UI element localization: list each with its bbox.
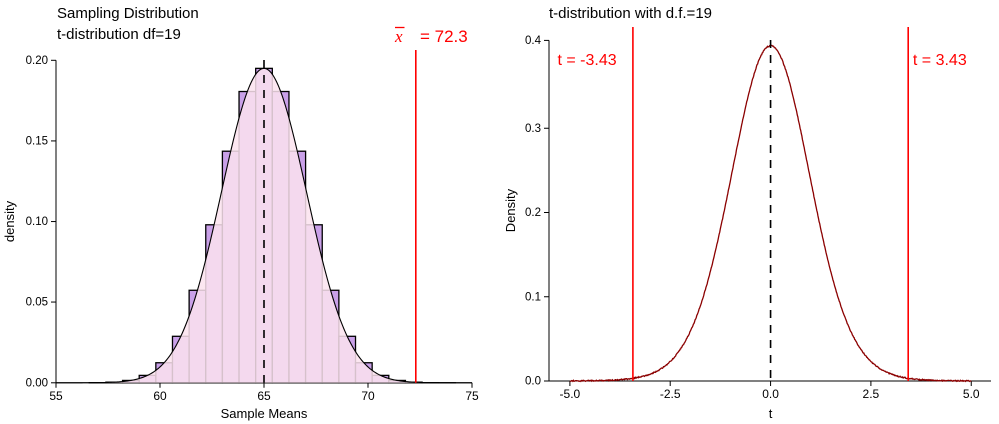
svg-text:75: 75 — [465, 389, 479, 403]
svg-text:65: 65 — [257, 389, 271, 403]
svg-text:55: 55 — [49, 389, 63, 403]
svg-text:Sample Means: Sample Means — [221, 406, 308, 421]
svg-text:0.1: 0.1 — [525, 291, 541, 303]
svg-text:0.4: 0.4 — [525, 35, 542, 47]
svg-text:0.15: 0.15 — [26, 135, 48, 147]
svg-text:t = -3.43: t = -3.43 — [558, 52, 617, 69]
svg-text:-2.5: -2.5 — [660, 387, 681, 401]
svg-text:70: 70 — [361, 389, 375, 403]
svg-text:0.3: 0.3 — [525, 123, 541, 135]
svg-text:0.10: 0.10 — [26, 216, 48, 228]
svg-text:Sampling Distribution: Sampling Distribution — [57, 5, 199, 22]
svg-text:60: 60 — [153, 389, 167, 403]
svg-text:2.5: 2.5 — [863, 387, 880, 401]
svg-text:density: density — [2, 200, 17, 242]
svg-text:5.0: 5.0 — [963, 387, 980, 401]
svg-text:0.00: 0.00 — [26, 377, 48, 389]
svg-text:0.05: 0.05 — [26, 297, 48, 309]
svg-text:-5.0: -5.0 — [560, 387, 581, 401]
svg-text:Density: Density — [503, 188, 518, 232]
svg-text:0.0: 0.0 — [525, 376, 541, 388]
svg-text:t-distribution with d.f.=19: t-distribution with d.f.=19 — [549, 5, 712, 22]
svg-text:t = 3.43: t = 3.43 — [913, 52, 967, 69]
svg-text:x: x — [394, 27, 403, 46]
svg-text:= 72.3: = 72.3 — [420, 27, 468, 46]
svg-text:0.2: 0.2 — [525, 207, 541, 219]
svg-text:t: t — [769, 406, 773, 421]
svg-text:0.0: 0.0 — [762, 387, 779, 401]
svg-text:t-distribution df=19: t-distribution df=19 — [57, 26, 181, 43]
svg-text:0.20: 0.20 — [26, 55, 48, 67]
